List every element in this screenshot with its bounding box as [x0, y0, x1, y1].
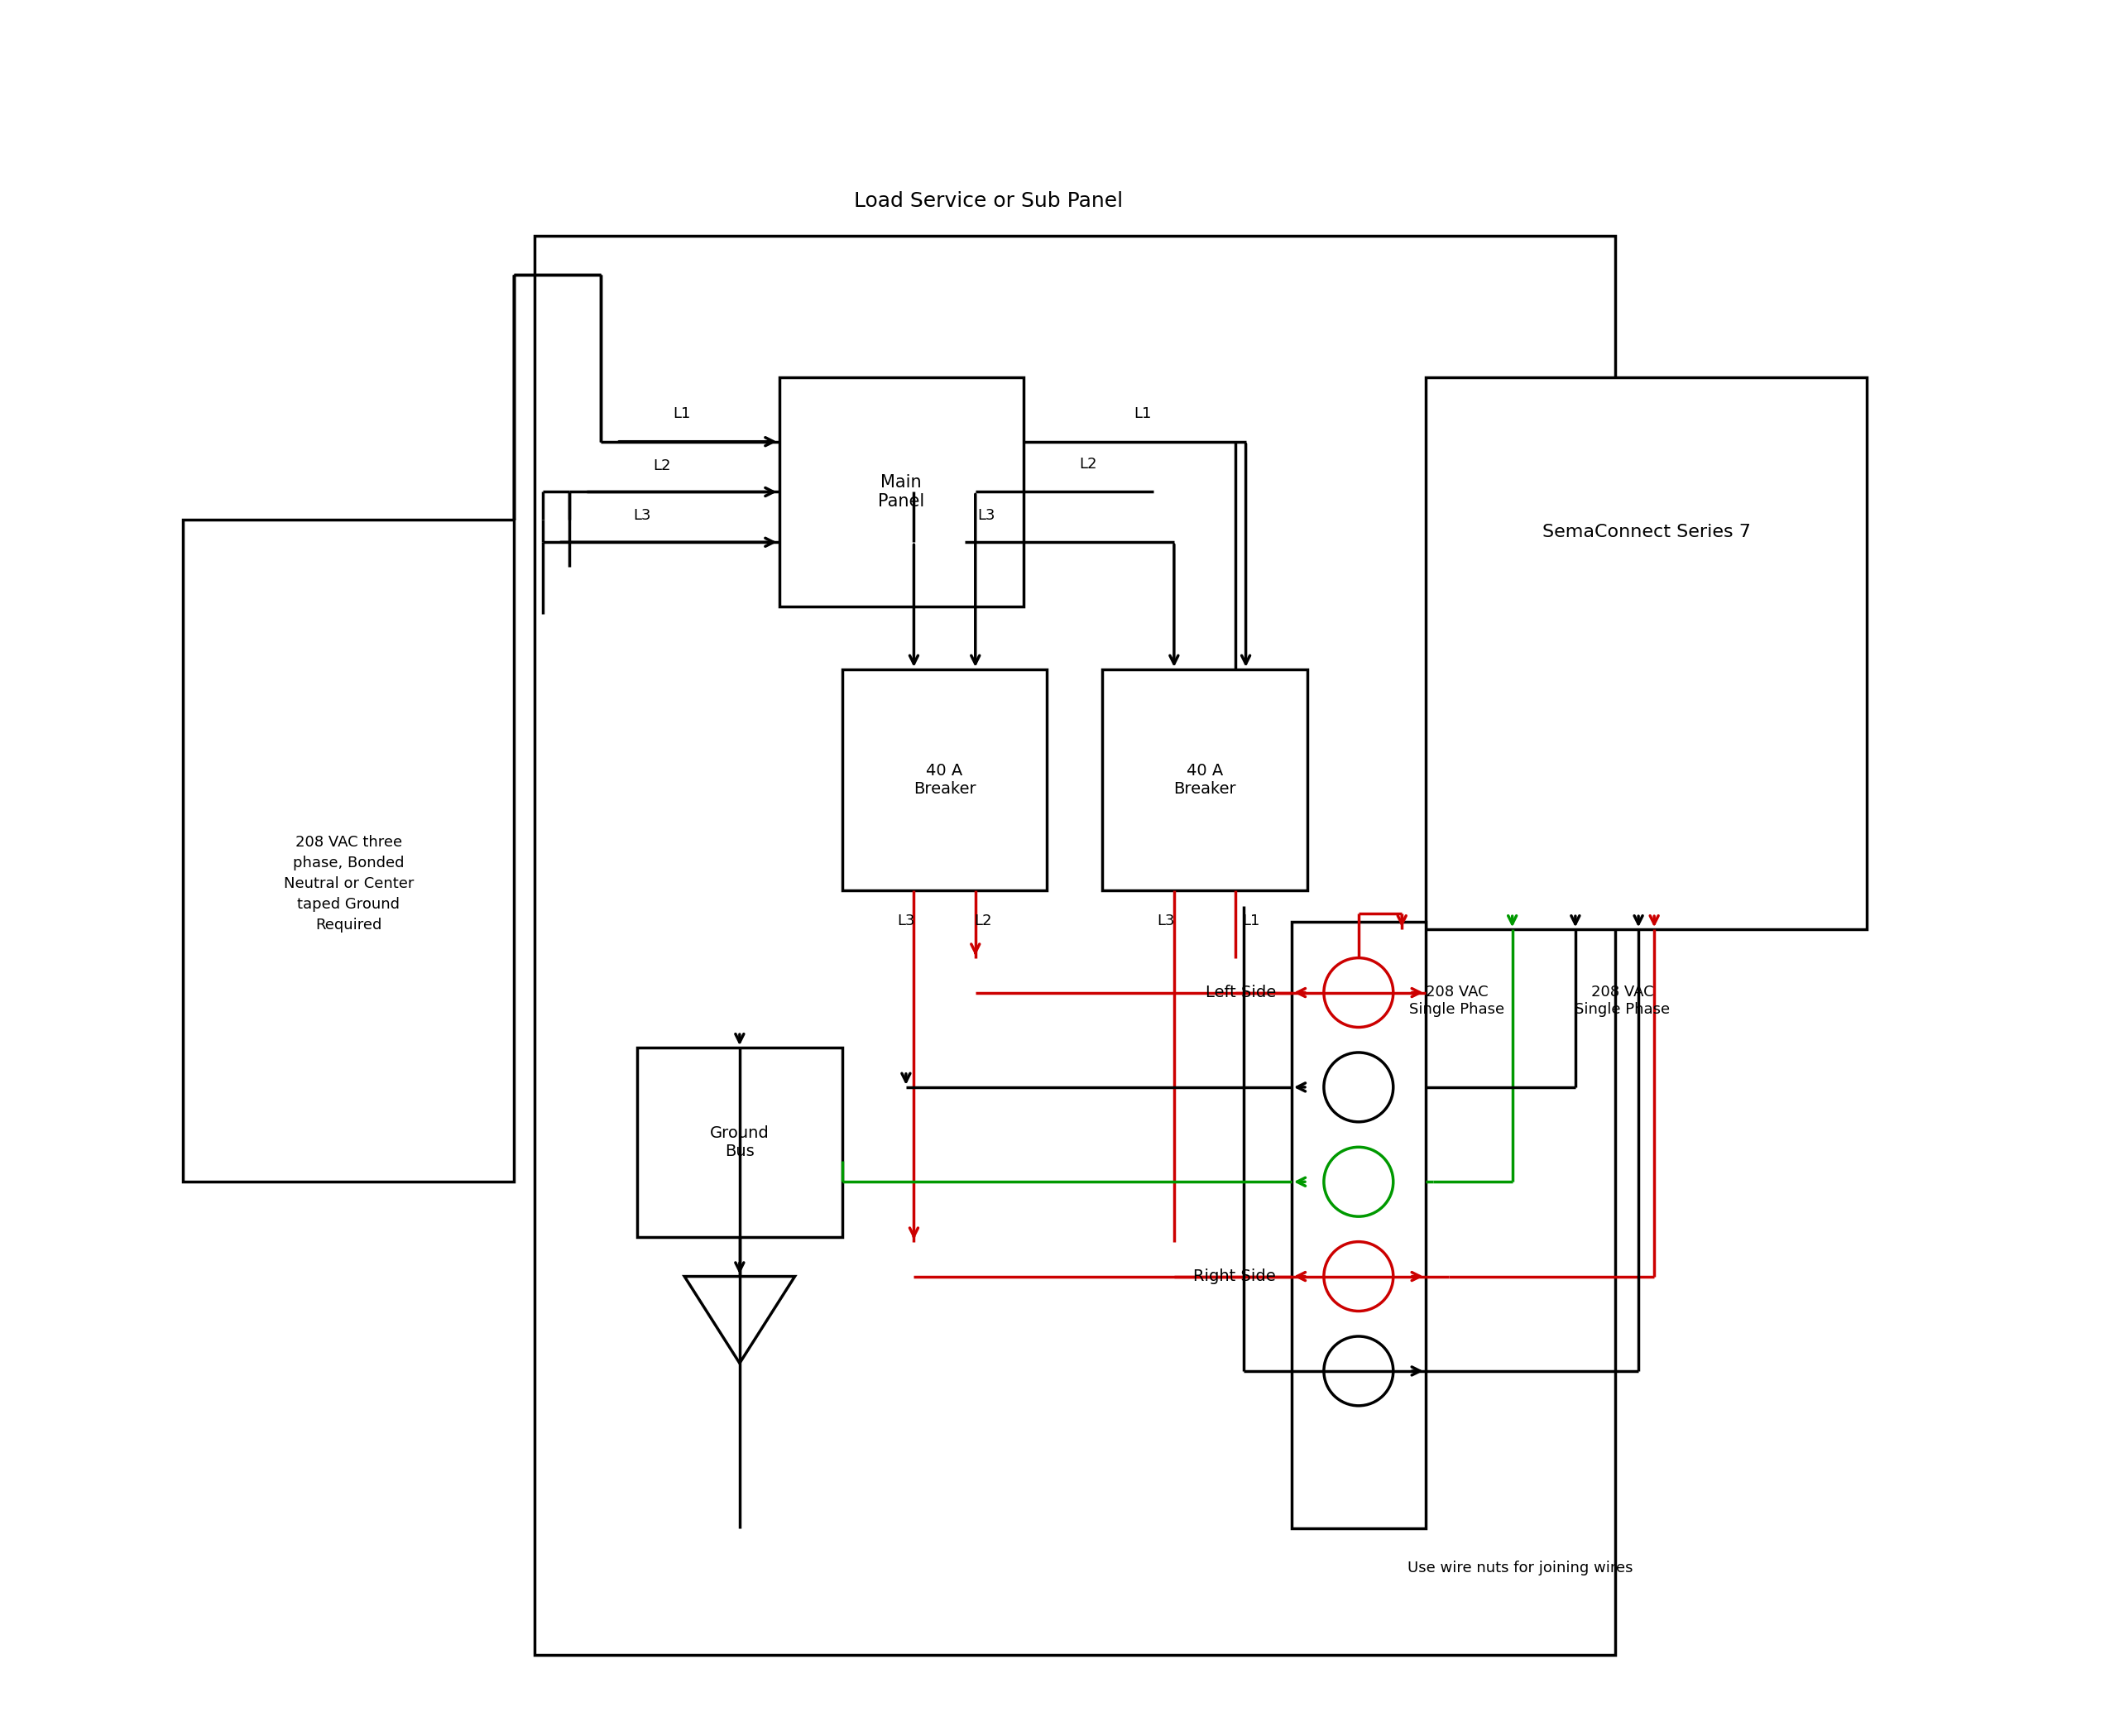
- Circle shape: [1323, 1052, 1393, 1121]
- Bar: [1291, 922, 1426, 1529]
- Bar: [842, 670, 1047, 891]
- Text: L3: L3: [1156, 913, 1175, 929]
- Text: L3: L3: [977, 509, 996, 523]
- Text: 208 VAC
Single Phase: 208 VAC Single Phase: [1409, 984, 1504, 1017]
- Text: Right Side: Right Side: [1194, 1269, 1277, 1285]
- Text: 208 VAC three
phase, Bonded
Neutral or Center
taped Ground
Required: 208 VAC three phase, Bonded Neutral or C…: [283, 835, 414, 932]
- Text: Main
Panel: Main Panel: [878, 474, 924, 510]
- Text: L1: L1: [673, 406, 690, 422]
- Bar: [637, 1049, 842, 1238]
- Text: 208 VAC
Single Phase: 208 VAC Single Phase: [1574, 984, 1671, 1017]
- Bar: [1426, 378, 1867, 929]
- Text: L2: L2: [975, 913, 992, 929]
- Circle shape: [1323, 1241, 1393, 1311]
- Text: L2: L2: [1080, 457, 1097, 472]
- Circle shape: [1323, 958, 1393, 1028]
- Text: 40 A
Breaker: 40 A Breaker: [914, 762, 977, 797]
- Text: L3: L3: [897, 913, 916, 929]
- Text: Ground
Bus: Ground Bus: [709, 1125, 770, 1160]
- Bar: [779, 378, 1023, 606]
- Text: Use wire nuts for joining wires: Use wire nuts for joining wires: [1407, 1561, 1633, 1575]
- Bar: [534, 236, 1614, 1654]
- Text: SemaConnect Series 7: SemaConnect Series 7: [1542, 524, 1751, 540]
- Text: L1: L1: [1243, 913, 1260, 929]
- Bar: [1101, 670, 1308, 891]
- Text: Load Service or Sub Panel: Load Service or Sub Panel: [855, 191, 1123, 210]
- Text: Left Side: Left Side: [1205, 984, 1277, 1000]
- Circle shape: [1323, 1147, 1393, 1217]
- Bar: [184, 519, 515, 1182]
- Text: L1: L1: [1133, 406, 1152, 422]
- Text: 40 A
Breaker: 40 A Breaker: [1173, 762, 1236, 797]
- Circle shape: [1323, 1337, 1393, 1406]
- Text: L3: L3: [633, 509, 650, 523]
- Text: L2: L2: [652, 458, 671, 472]
